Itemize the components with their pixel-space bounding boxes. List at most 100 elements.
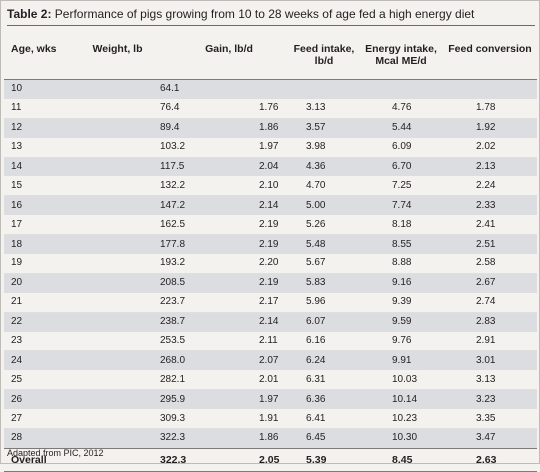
gain-cell: 2.19 <box>169 273 289 293</box>
table-caption: Table 2: Performance of pigs growing fro… <box>7 6 474 22</box>
gain-cell: 2.11 <box>169 331 289 352</box>
feed-conversion-cell: 1.92 <box>443 118 537 138</box>
weight-cell: 208.5 <box>66 273 185 293</box>
header-weight: Weight, lb <box>66 37 169 80</box>
energy-intake-cell: 9.91 <box>359 350 443 371</box>
table-row: 22 238.7 2.14 6.07 9.59 2.83 <box>4 312 537 332</box>
caption-rule <box>7 25 535 26</box>
age-cell: 27 <box>4 409 66 430</box>
header-energy-intake: Energy intake, Mcal ME/d <box>359 37 443 80</box>
table-row: 17 162.5 2.19 5.26 8.18 2.41 <box>4 215 537 236</box>
gain-cell: 2.20 <box>169 254 289 274</box>
weight-cell: 193.2 <box>66 254 185 274</box>
header-gain: Gain, lb/d <box>169 37 289 80</box>
header-feed-conversion: Feed conversion <box>443 37 537 80</box>
table-row: 20 208.5 2.19 5.83 9.16 2.67 <box>4 273 537 293</box>
weight-cell: 322.3 <box>66 428 185 449</box>
feed-intake-cell: 5.96 <box>289 292 359 313</box>
energy-intake-cell: 10.14 <box>359 389 443 410</box>
energy-intake-cell: 9.76 <box>359 331 443 352</box>
feed-intake-cell: 5.83 <box>289 273 359 293</box>
feed-conversion-cell: 3.23 <box>443 389 537 410</box>
age-cell: 13 <box>4 137 66 158</box>
feed-conversion-cell: 2.41 <box>443 215 537 236</box>
age-cell: 19 <box>4 254 66 274</box>
feed-intake-cell: 5.67 <box>289 254 359 274</box>
feed-conversion-cell: 2.13 <box>443 157 537 177</box>
age-cell: 22 <box>4 312 66 332</box>
weight-cell: 162.5 <box>66 215 185 236</box>
gain-cell: 2.14 <box>169 195 289 216</box>
gain-cell: 2.07 <box>169 350 289 371</box>
feed-intake-cell: 6.45 <box>289 428 359 449</box>
feed-conversion-cell: 3.47 <box>443 428 537 449</box>
energy-intake-cell: 8.55 <box>359 234 443 255</box>
weight-cell: 147.2 <box>66 195 185 216</box>
weight-cell: 223.7 <box>66 292 185 313</box>
age-cell: 15 <box>4 176 66 197</box>
overall-feed-intake-cell: 5.39 <box>289 447 359 472</box>
header-row: Age, wks Weight, lb Gain, lb/d Feed intake,… <box>4 37 537 80</box>
gain-cell: 2.14 <box>169 312 289 332</box>
overall-energy-intake-cell: 8.45 <box>359 447 443 472</box>
feed-conversion-cell: 3.35 <box>443 409 537 430</box>
energy-intake-cell: 9.16 <box>359 273 443 293</box>
weight-cell: 295.9 <box>66 389 185 410</box>
feed-conversion-cell: 2.91 <box>443 331 537 352</box>
table-row: 10 64.1 <box>4 79 537 99</box>
feed-conversion-cell: 2.74 <box>443 292 537 313</box>
age-cell: 26 <box>4 389 66 410</box>
weight-cell: 117.5 <box>66 157 184 177</box>
feed-conversion-cell: 3.13 <box>443 370 537 391</box>
age-cell: 17 <box>4 215 66 236</box>
energy-intake-cell: 8.88 <box>359 254 443 274</box>
weight-cell: 103.2 <box>66 137 185 158</box>
feed-conversion-cell: 2.51 <box>443 234 537 255</box>
weight-cell: 64.1 <box>66 79 179 99</box>
age-cell: 28 <box>4 428 66 449</box>
gain-cell: 2.10 <box>169 176 289 197</box>
gain-cell: 2.19 <box>169 215 289 236</box>
table-row: 28 322.3 1.86 6.45 10.30 3.47 <box>4 428 537 449</box>
age-cell: 20 <box>4 273 66 293</box>
feed-conversion-cell <box>443 79 537 99</box>
age-cell: 14 <box>4 157 66 177</box>
feed-intake-cell: 3.57 <box>289 118 359 138</box>
energy-intake-cell: 7.74 <box>359 195 443 216</box>
weight-cell: 268.0 <box>66 350 185 371</box>
feed-conversion-cell: 2.24 <box>443 176 537 197</box>
weight-cell: 282.1 <box>66 370 185 391</box>
energy-intake-cell: 6.09 <box>359 137 443 158</box>
weight-cell: 253.5 <box>66 331 185 352</box>
gain-cell <box>169 79 289 99</box>
feed-conversion-cell: 2.33 <box>443 195 537 216</box>
overall-gain-cell: 2.05 <box>169 447 289 472</box>
feed-intake-cell: 6.24 <box>289 350 359 371</box>
gain-cell: 1.76 <box>169 98 289 119</box>
table-row: 15 132.2 2.10 4.70 7.25 2.24 <box>4 176 537 197</box>
age-cell: 23 <box>4 331 66 352</box>
gain-cell: 1.86 <box>169 428 289 449</box>
table-row: 25 282.1 2.01 6.31 10.03 3.13 <box>4 370 537 391</box>
table-row: 18 177.8 2.19 5.48 8.55 2.51 <box>4 234 537 255</box>
weight-cell: 238.7 <box>66 312 185 332</box>
performance-table: Age, wks Weight, lb Gain, lb/d Feed intake,… <box>4 37 537 472</box>
feed-intake-cell <box>289 79 359 99</box>
overall-feed-conversion-cell: 2.63 <box>443 447 537 472</box>
feed-conversion-cell: 2.83 <box>443 312 537 332</box>
energy-intake-cell: 6.70 <box>359 157 443 177</box>
table-row: 13 103.2 1.97 3.98 6.09 2.02 <box>4 137 537 158</box>
energy-intake-cell: 4.76 <box>359 98 443 119</box>
gain-cell: 2.04 <box>169 157 289 177</box>
energy-intake-cell: 10.03 <box>359 370 443 391</box>
energy-intake-cell: 7.25 <box>359 176 443 197</box>
table-row: 23 253.5 2.11 6.16 9.76 2.91 <box>4 331 537 352</box>
feed-intake-cell: 6.41 <box>289 409 359 430</box>
gain-cell: 1.97 <box>169 137 289 158</box>
table-row: 27 309.3 1.91 6.41 10.23 3.35 <box>4 409 537 430</box>
energy-intake-cell: 8.18 <box>359 215 443 236</box>
age-cell: 16 <box>4 195 66 216</box>
feed-intake-cell: 6.31 <box>289 370 359 391</box>
table-row: 19 193.2 2.20 5.67 8.88 2.58 <box>4 254 537 274</box>
